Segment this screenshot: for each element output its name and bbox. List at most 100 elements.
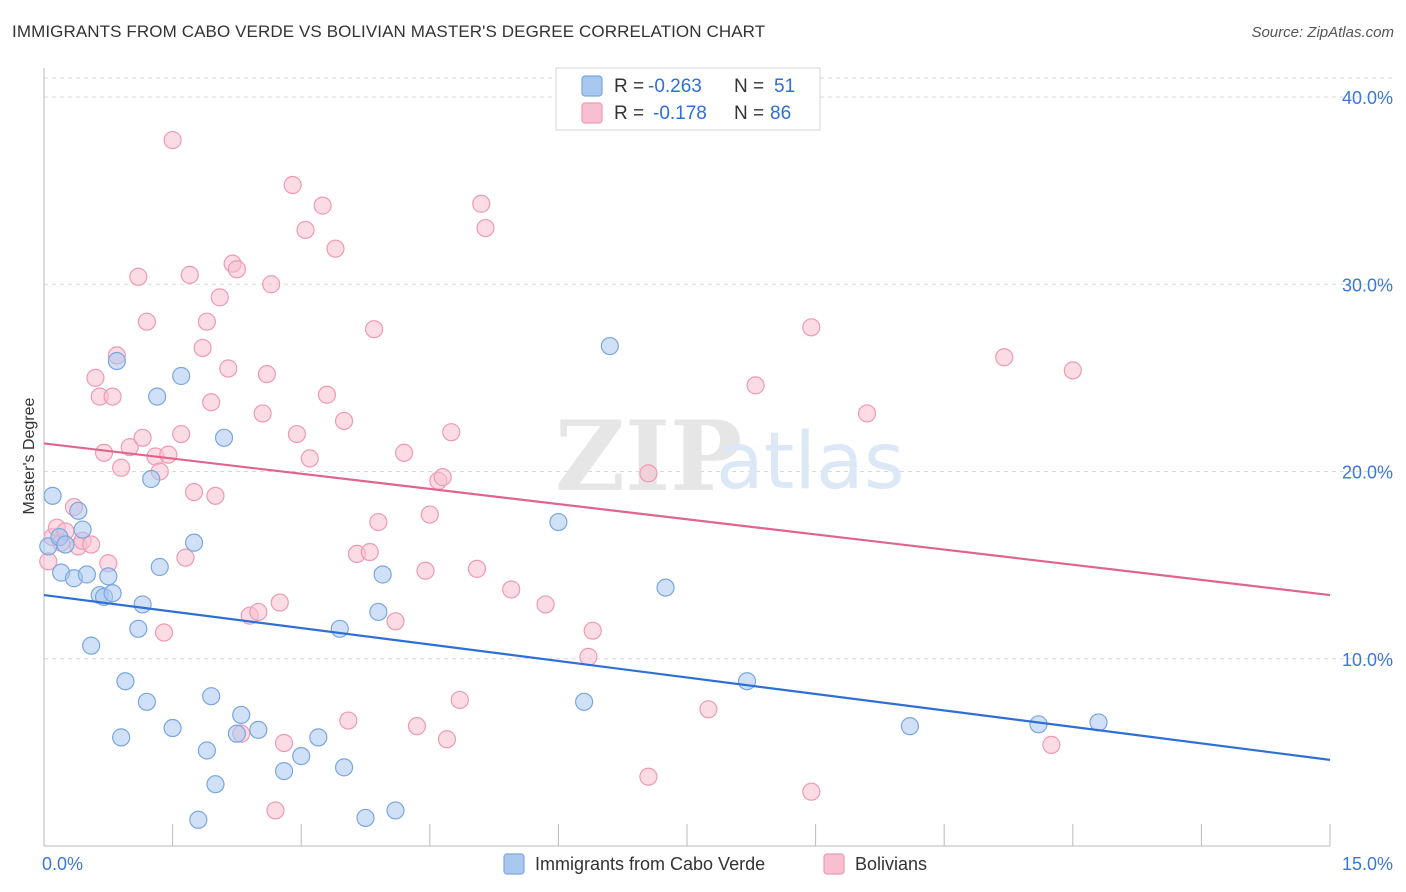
cabo-verde-point-41 — [373, 565, 392, 584]
bolivians-point-8 — [82, 535, 101, 554]
bolivians-point-61 — [407, 717, 427, 736]
bolivians-point-19 — [137, 312, 156, 331]
bolivians-point-43 — [266, 801, 285, 820]
cabo-verde-point-45 — [600, 336, 619, 356]
cabo-verde-point-46 — [656, 578, 675, 597]
bolivians-point-57 — [364, 320, 384, 339]
bolivians-point-75 — [583, 621, 602, 640]
y-tick-label-3: 40.0% — [1342, 88, 1393, 108]
bolivians-point-68 — [450, 690, 469, 710]
cabo-verde-point-6 — [69, 501, 88, 520]
stats-swatch-bolivians — [581, 102, 603, 124]
bolivians-point-26 — [176, 548, 195, 567]
cabo-verde-point-32 — [232, 705, 251, 725]
cabo-verde-point-19 — [137, 692, 156, 711]
grid-lines — [44, 77, 1394, 660]
stats-n-label-bolivians: N = — [734, 103, 764, 124]
bolivians-point-62 — [416, 561, 435, 580]
bolivians-point-28 — [184, 482, 204, 502]
bolivians-point-40 — [253, 404, 272, 423]
bolivians-point-84 — [1042, 735, 1061, 754]
legend-swatch-bolivians — [823, 853, 845, 875]
x-axis-tick-labels: 0.0% 15.0% — [42, 854, 1393, 874]
bolivians-point-27 — [180, 265, 199, 284]
cabo-verde-point-18 — [133, 595, 152, 614]
bolivians-point-18 — [133, 428, 152, 447]
bolivians-point-17 — [129, 267, 148, 286]
trend-line-bolivians — [43, 442, 1331, 597]
cabo-verde-point-29 — [206, 775, 225, 794]
bolivians-point-39 — [249, 602, 268, 622]
cabo-verde-point-8 — [77, 565, 96, 584]
bolivians-point-76 — [639, 767, 658, 786]
stats-r-value-bolivians: -0.178 — [653, 103, 707, 124]
bolivians-point-42 — [262, 275, 281, 294]
bolivians-point-32 — [206, 486, 225, 505]
cabo-verde-point-23 — [163, 718, 182, 738]
stats-swatch-cabo-verde — [581, 75, 603, 97]
legend-swatch-cabo-verde — [503, 853, 525, 875]
bolivians-point-63 — [420, 505, 439, 524]
bolivians-point-11 — [94, 443, 114, 462]
bolivians-point-52 — [326, 239, 345, 258]
cabo-verde-point-13 — [103, 584, 122, 603]
chart-title: IMMIGRANTS FROM CABO VERDE VS BOLIVIAN M… — [12, 22, 766, 41]
stats-n-value-cabo-verde: 51 — [774, 76, 795, 97]
bolivians-point-58 — [369, 512, 388, 532]
bolivians-point-69 — [467, 559, 487, 578]
bolivians-point-79 — [746, 376, 765, 395]
stats-n-label-cabo-verde: N = — [734, 76, 764, 97]
bolivians-point-70 — [472, 194, 491, 213]
cabo-verde-point-38 — [334, 758, 354, 777]
bolivians-point-51 — [317, 385, 337, 404]
bolivians-point-34 — [219, 359, 238, 378]
watermark: ZIP atlas — [555, 400, 905, 513]
cabo-verde-point-17 — [129, 619, 148, 638]
cabo-verde-point-40 — [369, 602, 388, 622]
cabo-verde-point-12 — [99, 567, 118, 586]
cabo-verde-point-27 — [197, 741, 216, 760]
cabo-verde-point-39 — [356, 808, 375, 828]
bolivians-point-78 — [699, 700, 718, 719]
cabo-verde-point-33 — [249, 720, 268, 740]
cabo-verde-point-34 — [274, 761, 294, 781]
y-tick-label-2: 30.0% — [1342, 275, 1393, 295]
x-tick-label-0: 0.0% — [42, 854, 83, 874]
series-cabo-verde-points — [39, 336, 1108, 829]
stats-r-value-cabo-verde: -0.263 — [648, 76, 702, 97]
bolivians-point-53 — [334, 411, 354, 431]
bolivians-point-30 — [197, 312, 216, 331]
cabo-verde-point-44 — [575, 692, 594, 711]
cabo-verde-point-48 — [900, 717, 920, 736]
trend-line-cabo-verde — [43, 593, 1331, 761]
bolivians-point-16 — [120, 438, 139, 457]
bolivians-point-13 — [103, 387, 122, 406]
cabo-verde-point-16 — [116, 672, 135, 691]
bolivians-point-23 — [159, 445, 178, 464]
y-tick-label-1: 20.0% — [1342, 463, 1393, 483]
stats-r-label-bolivians: R = — [614, 103, 644, 124]
bolivians-point-45 — [274, 733, 294, 753]
bolivians-point-41 — [257, 365, 277, 384]
bolivians-point-74 — [579, 647, 598, 666]
bolivians-point-81 — [802, 782, 821, 801]
bolivians-point-77 — [639, 464, 658, 483]
cabo-verde-point-35 — [292, 747, 311, 766]
source-label: Source: ZipAtlas.com — [1251, 24, 1394, 41]
cabo-verde-point-4 — [56, 535, 75, 554]
cabo-verde-point-28 — [202, 687, 221, 706]
bolivians-point-50 — [313, 196, 332, 215]
bolivians-point-9 — [86, 368, 105, 387]
legend: Immigrants from Cabo Verde Bolivians — [503, 853, 927, 875]
cabo-verde-point-31 — [227, 724, 246, 743]
cabo-verde-point-30 — [214, 428, 234, 447]
cabo-verde-point-25 — [184, 533, 204, 552]
bolivians-point-22 — [154, 623, 174, 642]
bolivians-point-46 — [283, 175, 302, 195]
watermark-atlas: atlas — [716, 417, 905, 507]
bolivians-point-72 — [502, 580, 521, 599]
bolivians-point-47 — [287, 424, 307, 444]
y-axis-label: Master's Degree — [21, 397, 38, 514]
bolivians-point-15 — [112, 458, 131, 477]
